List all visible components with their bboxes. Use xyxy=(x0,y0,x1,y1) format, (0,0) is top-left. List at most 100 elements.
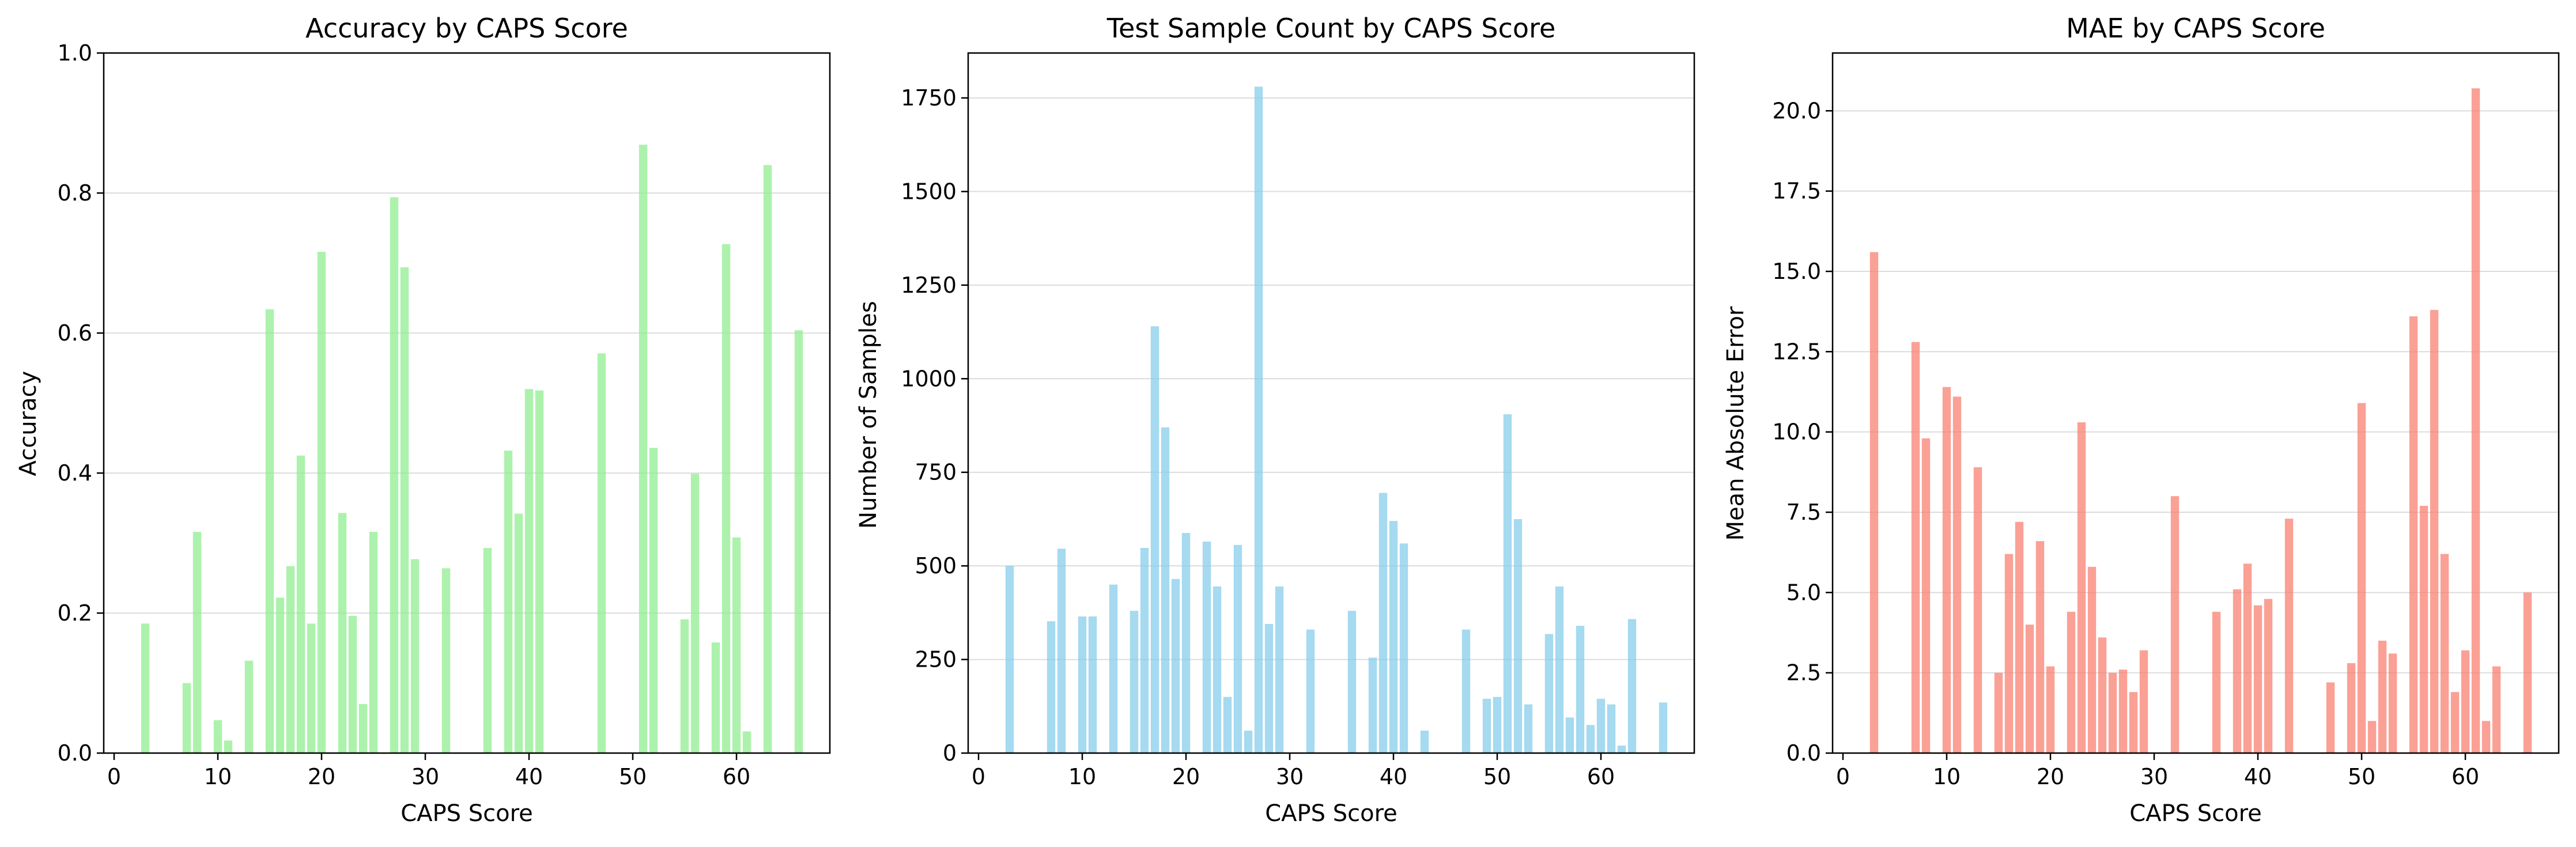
mae-bar xyxy=(2015,521,2024,753)
mae-bar xyxy=(2108,672,2117,753)
accuracy-bar xyxy=(244,660,254,753)
sample-count-chart-ylabel: Number of Samples xyxy=(855,301,882,529)
mae-bar xyxy=(1952,396,1962,753)
sample-count-bar xyxy=(1213,586,1222,753)
mae-bar xyxy=(2388,653,2397,753)
sample-count-bar xyxy=(1202,541,1211,753)
mae-bar xyxy=(2098,637,2107,753)
mae-bar xyxy=(2347,663,2356,753)
mae-ytick-label: 0.0 xyxy=(1786,740,1821,766)
sample-count-bar xyxy=(1264,623,1274,753)
accuracy-axes-frame xyxy=(103,52,831,754)
sample-count-bar xyxy=(1244,731,1253,753)
mae-bar xyxy=(2430,309,2439,753)
sample-count-bar xyxy=(1140,547,1149,753)
mae-bar xyxy=(2087,566,2097,753)
accuracy-bar xyxy=(317,252,326,753)
sample-count-bar xyxy=(1659,702,1668,753)
mae-bar xyxy=(2077,422,2086,753)
accuracy-xtick-label: 50 xyxy=(619,764,647,789)
sample-count-bar xyxy=(1482,698,1491,753)
accuracy-bar xyxy=(441,568,451,753)
accuracy-chart-xlabel: CAPS Score xyxy=(401,800,533,827)
sample-count-xtick-label: 0 xyxy=(972,764,985,789)
sample-count-bar xyxy=(1275,586,1284,753)
sample-count-bar xyxy=(1254,86,1263,753)
sample-count-bar xyxy=(1503,414,1512,753)
accuracy-ytick-label: 0.2 xyxy=(58,600,92,626)
sample-count-xtick-label: 60 xyxy=(1587,764,1615,789)
mae-chart-ylabel: Mean Absolute Error xyxy=(1723,306,1749,540)
mae-ytick-label: 17.5 xyxy=(1772,179,1821,204)
accuracy-bar xyxy=(639,145,648,753)
sample-count-bar xyxy=(1524,704,1533,753)
mae-xtick-label: 10 xyxy=(1933,764,1961,789)
sample-count-bar xyxy=(1565,717,1574,753)
mae-ytick-label: 20.0 xyxy=(1772,98,1821,123)
mae-bar xyxy=(2378,640,2387,753)
sample-count-bar xyxy=(1306,629,1315,753)
sample-count-bar xyxy=(1555,586,1564,753)
mae-ytick-label: 10.0 xyxy=(1772,419,1821,445)
accuracy-bar xyxy=(742,731,751,753)
sample-count-bar xyxy=(1088,616,1097,753)
mae-ytick-label: 7.5 xyxy=(1786,500,1821,525)
mae-xtick-label: 0 xyxy=(1836,764,1850,789)
accuracy-bar xyxy=(265,309,274,753)
accuracy-bar xyxy=(680,619,689,753)
mae-bar xyxy=(2409,316,2418,753)
sample-count-bar xyxy=(1047,621,1056,753)
sample-count-ytick-label: 1750 xyxy=(901,85,957,111)
sample-count-chart-title: Test Sample Count by CAPS Score xyxy=(1106,13,1556,44)
accuracy-bar xyxy=(483,548,492,753)
accuracy-bar xyxy=(275,598,285,753)
accuracy-xtick-label: 20 xyxy=(308,764,335,789)
accuracy-xtick-label: 0 xyxy=(107,764,121,789)
mae-bar xyxy=(2367,721,2377,753)
sample-count-xtick-label: 10 xyxy=(1068,764,1096,789)
sample-count-bar xyxy=(1005,566,1014,753)
sample-count-axes-frame xyxy=(967,52,1695,754)
sample-count-bar xyxy=(1493,697,1502,753)
mae-bar xyxy=(1921,438,1931,753)
sample-count-bar xyxy=(1596,698,1606,753)
mae-bar xyxy=(2253,605,2263,753)
accuracy-chart-panel: Accuracy by CAPS Score CAPS Score Accura… xyxy=(15,13,831,827)
mae-bar xyxy=(2233,589,2242,753)
sample-count-bar xyxy=(1378,493,1388,753)
accuracy-bar xyxy=(690,474,700,753)
mae-bar xyxy=(1994,672,2003,753)
accuracy-chart-ylabel: Accuracy xyxy=(15,371,41,477)
mae-bar xyxy=(2170,496,2180,753)
sample-count-bar xyxy=(1233,544,1242,753)
accuracy-bar xyxy=(141,623,150,753)
accuracy-bar xyxy=(224,740,233,753)
accuracy-bar xyxy=(369,532,378,753)
mae-ytick-label: 5.0 xyxy=(1786,580,1821,605)
mae-xtick-label: 60 xyxy=(2452,764,2479,789)
accuracy-bar xyxy=(597,353,606,753)
mae-chart-xlabel: CAPS Score xyxy=(2129,800,2262,827)
sample-count-ytick-label: 500 xyxy=(915,553,957,578)
sample-count-bar xyxy=(1181,532,1191,753)
mae-xtick-label: 20 xyxy=(2037,764,2064,789)
mae-bar xyxy=(2450,692,2460,753)
mae-bar xyxy=(2264,599,2273,753)
accuracy-bar xyxy=(535,390,544,753)
sample-count-bar xyxy=(1399,543,1408,753)
sample-count-bar xyxy=(1513,519,1523,753)
accuracy-bar xyxy=(504,451,513,753)
accuracy-bar xyxy=(410,559,420,753)
accuracy-bar xyxy=(794,330,803,753)
mae-axes-frame xyxy=(1831,52,2560,754)
accuracy-ytick-label: 0.4 xyxy=(58,460,92,486)
sample-count-ytick-label: 0 xyxy=(943,740,957,766)
sample-count-bar xyxy=(1607,704,1616,753)
mae-bar xyxy=(2139,650,2148,753)
accuracy-bar xyxy=(514,513,523,753)
accuracy-bar xyxy=(296,455,305,753)
sample-count-bar xyxy=(1420,731,1429,753)
accuracy-chart-title: Accuracy by CAPS Score xyxy=(305,13,628,44)
mae-chart-panel: MAE by CAPS Score CAPS Score Mean Absolu… xyxy=(1723,13,2560,827)
